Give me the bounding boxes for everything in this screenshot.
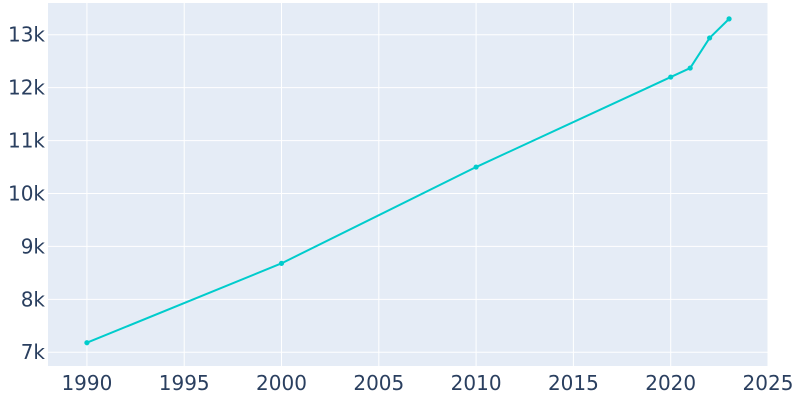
x-tick-label: 2010 (451, 371, 502, 395)
data-point (707, 35, 713, 41)
x-tick-label: 2025 (743, 371, 794, 395)
data-point (726, 16, 732, 22)
data-point (687, 65, 693, 71)
plot-background (48, 3, 768, 366)
y-tick-label: 9k (21, 234, 46, 258)
x-tick-label: 2000 (256, 371, 307, 395)
x-tick-label: 1995 (159, 371, 210, 395)
x-axis-ticks: 1990 1995 2000 2005 2010 2015 2020 2025 (61, 371, 793, 395)
data-point (84, 340, 90, 346)
x-tick-label: 2020 (645, 371, 696, 395)
x-tick-label: 1990 (61, 371, 112, 395)
x-tick-label: 2015 (548, 371, 599, 395)
y-tick-label: 13k (8, 23, 45, 47)
y-tick-label: 8k (21, 287, 46, 311)
vertical-gridlines (86, 3, 769, 366)
y-axis-ticks: 7k 8k 9k 10k 11k 12k 13k (8, 23, 45, 364)
y-tick-label: 7k (21, 340, 46, 364)
data-point (668, 74, 674, 80)
y-tick-label: 12k (8, 76, 45, 100)
data-point (473, 164, 479, 170)
x-tick-label: 2005 (353, 371, 404, 395)
series-layer (84, 16, 732, 346)
data-point (278, 260, 285, 266)
y-tick-label: 10k (8, 181, 45, 205)
y-tick-label: 11k (8, 129, 45, 153)
